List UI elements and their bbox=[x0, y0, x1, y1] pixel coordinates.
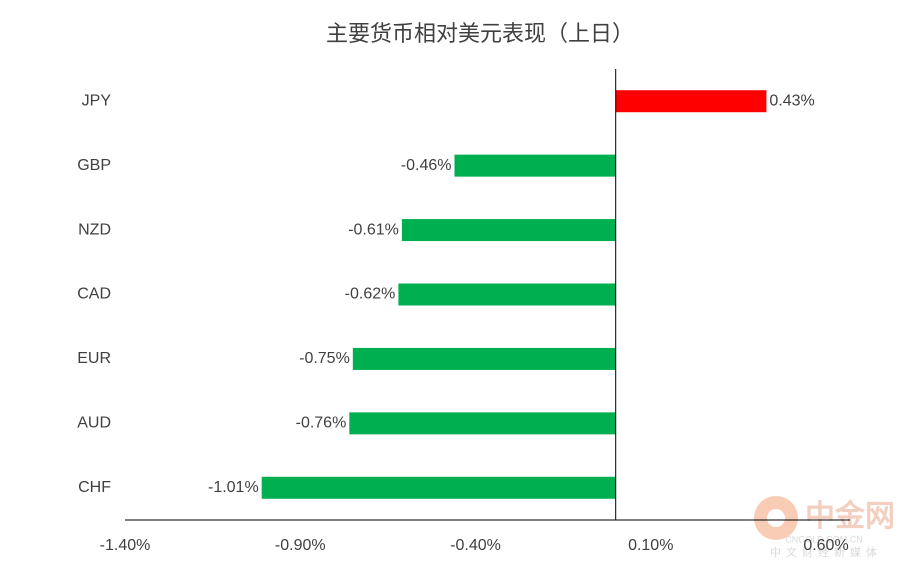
y-tick-label: NZD bbox=[78, 221, 111, 238]
y-tick-label: CHF bbox=[78, 479, 111, 496]
y-tick-label: EUR bbox=[77, 350, 111, 367]
value-label: 0.43% bbox=[769, 92, 814, 109]
bar bbox=[454, 154, 616, 177]
value-label: -0.76% bbox=[296, 415, 347, 432]
x-tick-label: -1.40% bbox=[100, 537, 151, 554]
value-label: -0.61% bbox=[348, 221, 399, 238]
watermark-name: 中金网 bbox=[805, 499, 895, 533]
bar bbox=[261, 476, 616, 499]
value-label: -0.46% bbox=[401, 157, 452, 174]
value-label: -0.62% bbox=[345, 286, 396, 303]
y-tick-label: JPY bbox=[82, 92, 112, 109]
bar bbox=[349, 412, 616, 435]
chart-title: 主要货币相对美元表现（上日） bbox=[326, 21, 634, 46]
bar bbox=[352, 347, 616, 370]
y-tick-label: GBP bbox=[77, 157, 111, 174]
value-label: -0.75% bbox=[299, 350, 350, 367]
bar bbox=[615, 90, 767, 113]
bar bbox=[401, 219, 616, 242]
watermark-slogan: 中文财经新媒体 bbox=[770, 545, 882, 559]
y-tick-label: CAD bbox=[77, 286, 111, 303]
y-tick-label: AUD bbox=[77, 415, 111, 432]
x-tick-label: 0.10% bbox=[628, 537, 673, 554]
watermark-logo-inner bbox=[767, 509, 785, 527]
value-label: -1.01% bbox=[208, 479, 259, 496]
bar bbox=[398, 283, 616, 306]
x-tick-label: -0.40% bbox=[450, 537, 501, 554]
watermark: 中金网 CNGOLD.COM.CN 中文财经新媒体 bbox=[754, 496, 895, 559]
watermark-site: CNGOLD.COM.CN bbox=[785, 534, 863, 544]
x-tick-label: 0.60% bbox=[803, 537, 848, 554]
x-tick-label: -0.90% bbox=[275, 537, 326, 554]
